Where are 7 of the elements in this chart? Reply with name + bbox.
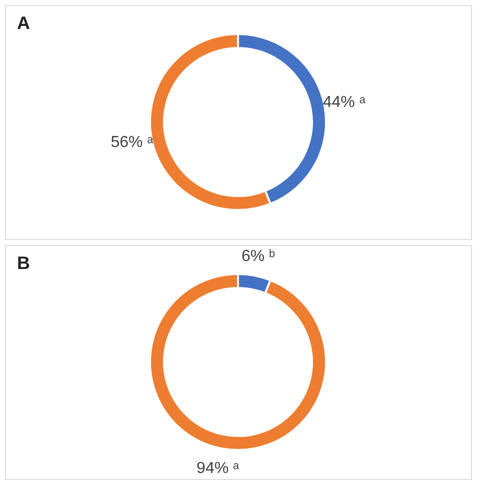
chart-title: A <box>17 13 30 33</box>
data-label: 94% ᵃ <box>196 460 240 478</box>
data-label: 6% ᵇ <box>241 248 276 265</box>
data-label: 44% ᵃ <box>322 94 366 111</box>
chart-title: B <box>17 253 30 273</box>
data-label: 56% ᵃ <box>110 134 154 152</box>
donut-slice <box>149 273 327 451</box>
